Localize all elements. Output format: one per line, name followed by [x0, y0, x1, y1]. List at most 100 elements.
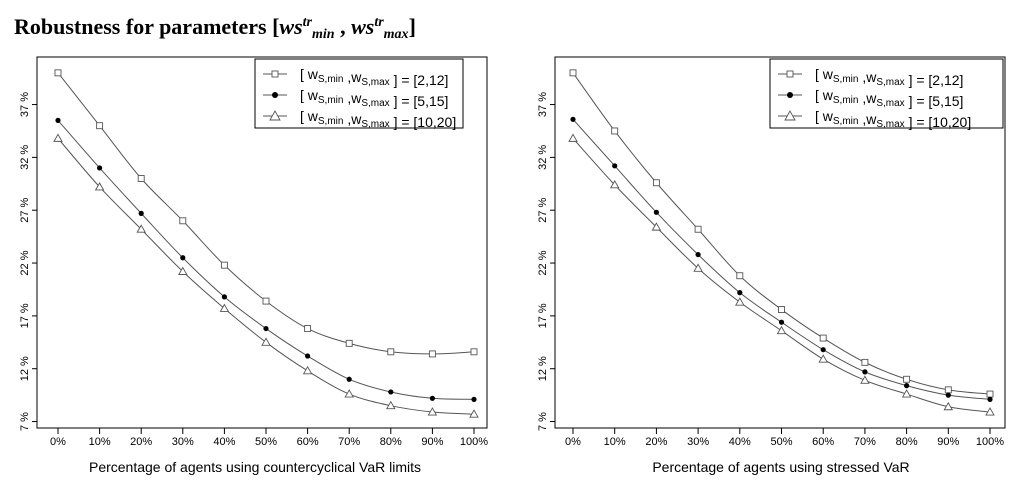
chart-panel-2: 7 % 12 % 17 % 22 % 27 % 32 % 37 % 0% 10% 20% 30% 40… [537, 56, 1006, 475]
legend-frame [254, 58, 464, 129]
x-tick-label: 0% [50, 436, 66, 448]
x-tick-label: 0% [565, 436, 581, 448]
data-point [94, 182, 105, 191]
legend-subscript: S,min [833, 74, 859, 85]
legend-text-part: ] = [390, 93, 414, 109]
data-point [263, 325, 269, 332]
chart-panel-1: 7 % 12 % 17 % 22 % 27 % 32 % 37 % 0% 10% 20% 30% 40… [19, 56, 488, 475]
data-point [609, 179, 620, 189]
title-separator: , [334, 14, 352, 39]
page-title: Robustness for parameters [wstrmin , wst… [14, 8, 416, 50]
data-point [820, 347, 826, 353]
title-sup-max: tr [374, 15, 384, 30]
y-tick-label: 7 % [19, 412, 31, 431]
data-point [219, 303, 230, 312]
x-tick-label: 80% [380, 436, 402, 448]
x-tick-label: 20% [645, 436, 667, 448]
x-tick-label: 80% [896, 436, 918, 448]
legend-text-part: ] = [390, 72, 414, 88]
data-point [987, 396, 993, 402]
y-tick-label: 17 % [537, 303, 549, 328]
y-tick-label: 22 % [19, 250, 31, 275]
legend-text-part: [ w [300, 66, 319, 82]
legend-subscript: S,max [876, 98, 904, 109]
y-tick-label: 32 % [537, 145, 549, 170]
legend-subscript: S,min [318, 74, 344, 85]
legend-text-part: [2,12] [413, 72, 448, 88]
legend-text-part: [10,20] [928, 114, 971, 130]
data-point [54, 69, 62, 77]
x-tick-label: 100% [976, 436, 1004, 448]
data-point [55, 117, 61, 123]
data-point [778, 319, 785, 325]
data-point [262, 297, 270, 305]
data-point [386, 400, 396, 410]
data-point [221, 294, 227, 300]
data-point [137, 175, 145, 182]
series-3 [53, 133, 479, 418]
series-line [572, 119, 991, 400]
legend-text-part: [ w [815, 66, 834, 82]
data-point [568, 133, 578, 142]
x-tick-label: 20% [130, 436, 152, 448]
data-point [860, 375, 870, 384]
data-point [737, 290, 743, 296]
title-sub-min: min [312, 27, 335, 42]
legend-text-part: ,w [343, 111, 362, 127]
x-tick-label: 30% [687, 436, 709, 448]
x-tick-label: 60% [812, 436, 834, 448]
legend-subscript: S,min [833, 116, 859, 127]
data-point [53, 133, 63, 142]
x-axis-title: Percentage of agents using stressed VaR [652, 459, 909, 475]
data-point [305, 353, 311, 359]
data-point [429, 395, 435, 401]
title-symbol-min: ws [279, 14, 303, 39]
x-tick-label: 10% [89, 436, 111, 448]
data-point [470, 348, 478, 356]
x-tick-label: 30% [172, 436, 194, 448]
data-point [694, 225, 702, 233]
legend: [ wS,min ,wS,max ] = [2,12][ wS,min ,wS,… [769, 58, 1004, 130]
legend-label: [ wS,min ,wS,max ] = [2,12] [300, 66, 448, 88]
legend-frame [769, 58, 1004, 129]
legend-text-part: [ w [300, 87, 319, 103]
data-point [776, 325, 787, 335]
data-point [428, 350, 436, 358]
data-point [471, 396, 477, 402]
legend-label: [ wS,min ,wS,max ] = [5,15] [815, 87, 963, 109]
legend-subscript: S,max [361, 119, 389, 130]
y-tick-label: 22 % [537, 250, 549, 275]
legend-text-part: [ w [815, 87, 834, 103]
title-sup-min: tr [302, 15, 312, 30]
plot-frame [554, 56, 1006, 429]
data-point [819, 334, 827, 342]
data-point [136, 224, 146, 233]
data-point [695, 251, 701, 258]
series-line [57, 138, 475, 415]
data-point [178, 266, 188, 275]
data-point [304, 325, 312, 333]
legend-text-part: [2,12] [928, 72, 963, 88]
data-point [180, 255, 186, 261]
y-tick-label: 32 % [19, 145, 31, 170]
y-tick-label: 12 % [537, 356, 549, 381]
data-point [985, 407, 995, 416]
data-point [427, 407, 438, 416]
data-point [986, 390, 994, 398]
data-point [944, 386, 952, 394]
x-tick-label: 10% [604, 436, 626, 448]
data-point [652, 179, 660, 187]
legend-marker [269, 110, 281, 121]
series-2 [570, 116, 993, 402]
data-point [904, 383, 910, 389]
y-tick-label: 7 % [537, 412, 549, 431]
legend-text-part: ,w [858, 90, 877, 106]
legend-subscript: S,min [318, 116, 344, 127]
series-1 [569, 69, 994, 398]
data-point [735, 297, 745, 306]
x-tick-label: 60% [297, 436, 319, 448]
title-sub-max: max [383, 27, 409, 42]
data-point [862, 369, 868, 375]
title-suffix: ] [408, 14, 416, 39]
